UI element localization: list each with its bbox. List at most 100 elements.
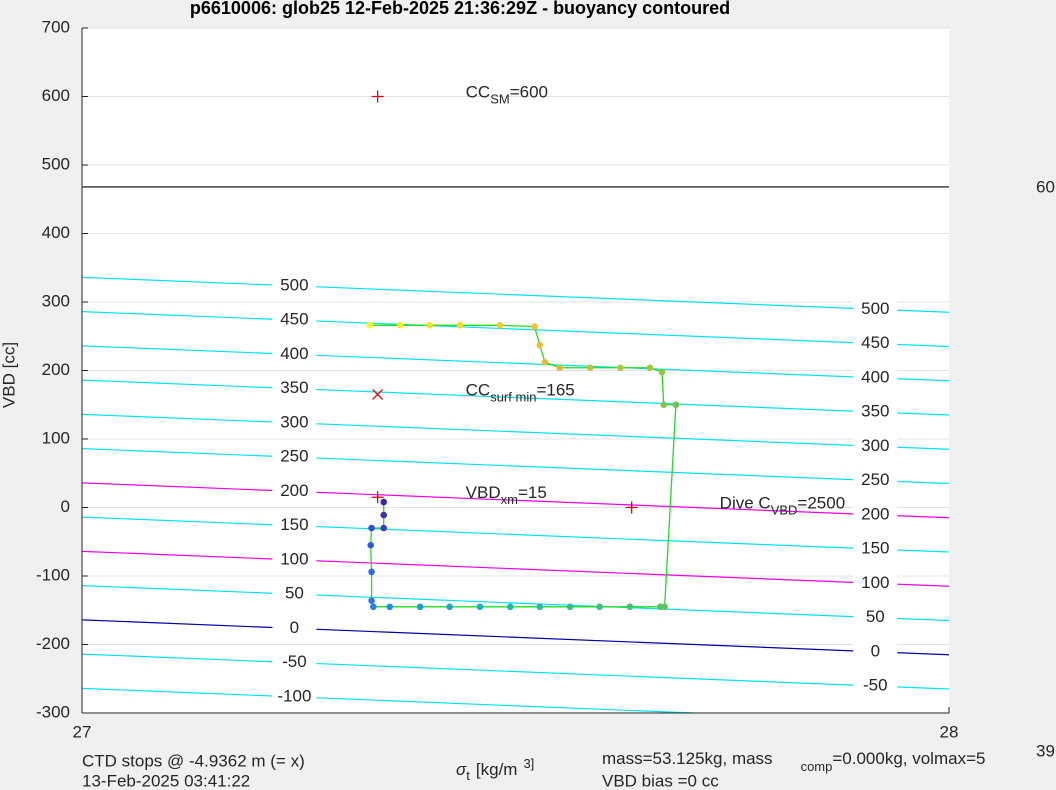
- marker: [625, 501, 638, 514]
- data-point: [380, 498, 388, 506]
- footer-mass-main: mass=53.125kg, mass: [602, 749, 773, 768]
- contour-label: 400: [861, 367, 889, 386]
- marker-label-sub: xm: [501, 493, 518, 508]
- marker-label: CCsurf min=165: [466, 381, 575, 405]
- data-point: [366, 321, 374, 329]
- data-point: [456, 321, 464, 329]
- chart-title: p6610006: glob25 12-Feb-2025 21:36:29Z -…: [190, 0, 730, 18]
- contour-label-bg: [853, 368, 898, 387]
- data-point: [541, 358, 549, 366]
- data-point: [496, 321, 504, 329]
- data-point: [596, 603, 603, 611]
- marker-label-rest: =2500: [797, 494, 845, 513]
- footer-mass-rest: =0.000kg, volmax=5: [832, 749, 985, 768]
- contour-label: 150: [280, 515, 308, 534]
- footer-corner: 39: [1036, 741, 1055, 760]
- contour-label: 450: [861, 333, 889, 352]
- contour-label-bg: [853, 677, 898, 696]
- contour-label-bg: [272, 482, 317, 501]
- data-point: [658, 368, 666, 376]
- contour-line: [82, 550, 949, 587]
- contour-label-bg: [853, 642, 898, 661]
- footer-date: 13-Feb-2025 03:41:22: [82, 771, 250, 790]
- data-point: [386, 603, 394, 611]
- x-label-sup: 3]: [523, 756, 534, 771]
- contour-line: [82, 345, 949, 382]
- x-label-symbol: σ: [456, 760, 467, 779]
- contour-label-bg: [272, 550, 317, 569]
- marker-label-sub: SM: [490, 92, 510, 107]
- data-point: [367, 541, 375, 549]
- contour-label: 0: [871, 641, 880, 660]
- y-tick-label: 700: [42, 17, 70, 36]
- x-tick-label: 27: [73, 722, 92, 741]
- contour-label-bg: [853, 505, 898, 524]
- contour-label: 200: [861, 504, 889, 523]
- x-tick-label: 28: [940, 722, 959, 741]
- contour-label: 150: [861, 539, 889, 558]
- marker-label-sub: VBD: [771, 503, 798, 518]
- y-tick-label: -100: [36, 565, 70, 584]
- y-tick-label: 100: [42, 428, 70, 447]
- marker-label-main: VBD: [466, 484, 501, 503]
- marker-label-sub: surf min: [490, 390, 536, 405]
- contour-label-bg: [272, 345, 317, 364]
- contour-label: 250: [280, 447, 308, 466]
- contour-line: [82, 516, 949, 553]
- data-point: [380, 511, 388, 519]
- marker-label-main: CC: [466, 83, 491, 102]
- contour-line: [82, 310, 949, 348]
- data-point: [556, 364, 564, 372]
- contour-label: 450: [280, 310, 308, 329]
- data-point: [531, 323, 538, 330]
- contour-label-bg: [853, 403, 898, 422]
- marker: [372, 389, 384, 400]
- x-label-sub: t: [466, 768, 470, 783]
- contour-line: [82, 482, 949, 519]
- data-point: [426, 321, 433, 329]
- contour-label: 500: [280, 275, 308, 294]
- marker: [371, 491, 384, 504]
- contour-label: 300: [280, 412, 308, 431]
- footer-mass-sub: comp: [801, 759, 833, 774]
- x-label-unit: [kg/m: [476, 760, 518, 779]
- y-tick-label: -200: [36, 634, 70, 653]
- y-tick-label: 600: [42, 86, 70, 105]
- contour-label: 0: [290, 618, 299, 637]
- marker-label-main: Dive C: [720, 494, 771, 513]
- contour-line: [82, 687, 709, 713]
- reference-label: 60: [1036, 177, 1055, 196]
- contour-line: [82, 653, 949, 690]
- y-tick-label: -300: [36, 702, 70, 721]
- data-point: [672, 401, 680, 409]
- contour-label-bg: [853, 300, 898, 319]
- marker-label-main: CC: [466, 381, 491, 400]
- contour-label: 350: [861, 402, 889, 421]
- marker-label: VBDxm=15: [466, 484, 547, 508]
- y-tick-label: 300: [42, 291, 70, 310]
- data-point: [506, 603, 514, 611]
- contour-label: 500: [861, 299, 889, 318]
- contour-line: [82, 413, 949, 450]
- data-point: [416, 603, 424, 611]
- marker: [371, 90, 384, 103]
- contour-label: -50: [282, 652, 307, 671]
- contour-label: 300: [861, 436, 889, 455]
- trajectory-line: [369, 324, 677, 608]
- marker-label-rest: =165: [536, 381, 574, 400]
- contour-label: 100: [280, 549, 308, 568]
- data-point: [661, 603, 668, 611]
- contour-label: 100: [861, 573, 889, 592]
- data-point: [368, 597, 375, 604]
- contour-label: 200: [280, 481, 308, 500]
- marker-label: Dive CVBD=2500: [720, 494, 846, 518]
- data-point: [566, 603, 574, 611]
- y-tick-label: 200: [42, 360, 70, 379]
- plot-layer: 5005004504504004003503503003002502502002…: [82, 275, 949, 713]
- marker-label: CCSM=600: [466, 83, 548, 107]
- contour-label: 50: [285, 584, 304, 603]
- footer-ctd: CTD stops @ -4.9362 m (= x): [82, 751, 305, 770]
- data-point: [536, 603, 544, 611]
- contour-line: [82, 276, 949, 313]
